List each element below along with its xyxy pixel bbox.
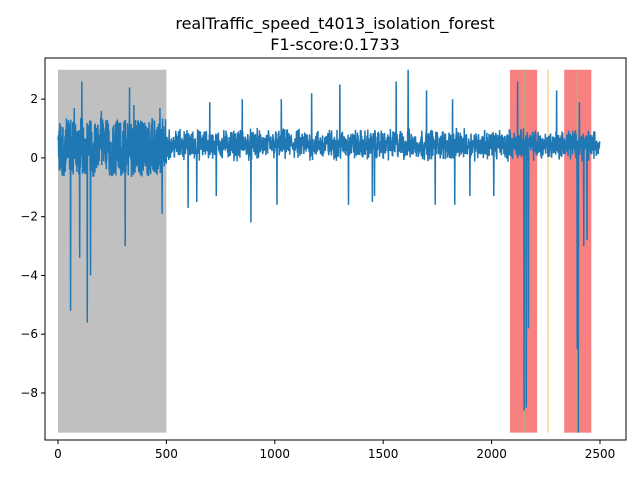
y-axis: 2 0 −2 −4 −6 −8 [20,92,45,400]
y-tick-label: 2 [30,92,38,106]
chart-subtitle: F1-score:0.1733 [270,35,400,54]
x-tick-label: 2500 [585,447,616,461]
y-tick-label: −2 [20,210,38,224]
plot-frame [44,57,627,441]
x-tick-label: 1500 [368,447,399,461]
plot-area [57,69,601,433]
x-axis: 0 500 1000 1500 2000 2500 [54,440,615,461]
chart-title: realTraffic_speed_t4013_isolation_forest [175,14,494,34]
y-tick-label: −4 [20,268,38,282]
x-tick-label: 0 [54,447,62,461]
x-tick-label: 2000 [476,447,507,461]
x-tick-label: 500 [155,447,178,461]
y-tick-label: −6 [20,327,38,341]
series-line [57,69,601,433]
y-tick-label: 0 [30,151,38,165]
x-tick-label: 1000 [260,447,291,461]
y-tick-label: −8 [20,386,38,400]
